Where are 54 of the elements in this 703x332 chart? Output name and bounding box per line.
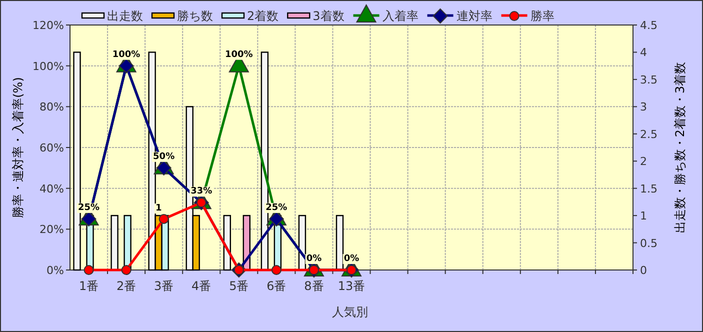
y2-tick-label: 4.5 [640, 19, 658, 32]
data-label: 25% [266, 202, 288, 213]
legend-label: 入着率 [382, 9, 418, 23]
x-tick-label: 13番 [338, 279, 366, 293]
y-tick-label: 40% [40, 182, 64, 196]
legend-label: 勝ち数 [177, 9, 213, 23]
y2-tick-label: 1.5 [640, 182, 658, 196]
point [156, 160, 172, 176]
y2-tick-label: 4 [640, 46, 647, 60]
y-tick-label: 20% [40, 223, 64, 236]
y2-tick-label: 2.5 [640, 128, 658, 141]
data-label: 25% [78, 202, 100, 213]
x-axis-title: 人気別 [332, 305, 368, 319]
data-label: 1 [155, 204, 162, 214]
bar [124, 214, 132, 271]
y2-tick-label: 0 [640, 264, 647, 277]
y2-tick-label: 3.5 [640, 73, 658, 86]
y2-tick-label: 0.5 [640, 236, 658, 250]
y-tick-label: 100% [32, 60, 64, 73]
point [268, 211, 284, 226]
x-tick-label: 8番 [304, 279, 324, 293]
x-tick-label: 3番 [154, 279, 174, 293]
x-tick-label: 4番 [192, 279, 212, 293]
legend-label: 出走数 [107, 9, 143, 23]
legend-label: 勝率 [530, 9, 554, 23]
y-tick-label: 120% [32, 19, 64, 32]
data-label: 50% [153, 152, 175, 162]
y-axis-title: 勝率・連対率・入着率(%) [11, 77, 25, 218]
y2-tick-label: 2 [640, 155, 647, 168]
legend-label: 2着数 [247, 9, 279, 23]
data-label: 33% [190, 186, 212, 197]
y-tick-label: 80% [40, 100, 64, 114]
point [158, 214, 169, 224]
y2-tick-label: 3 [640, 100, 647, 114]
point [84, 265, 94, 275]
point [271, 265, 282, 275]
y2-axis-title: 出走数・勝ち数・2着数・3着数 [673, 62, 687, 234]
x-tick-label: 6番 [266, 279, 286, 293]
bar [110, 214, 118, 271]
x-tick-label: 2番 [116, 279, 136, 293]
y-tick-label: 60% [40, 142, 64, 154]
data-label: 100% [224, 50, 253, 60]
y2-tick-label: 1 [640, 210, 647, 223]
legend-label: 3着数 [312, 9, 344, 23]
x-tick-label: 5番 [229, 279, 249, 293]
legend-label: 連対率 [456, 9, 492, 23]
x-tick-label: 1番 [78, 279, 99, 293]
bar [336, 214, 344, 271]
data-label: 0% [306, 254, 322, 264]
data-label: 100% [112, 50, 140, 60]
point [81, 211, 96, 226]
data-label: 0% [344, 254, 360, 264]
y-tick-label: 0% [46, 264, 64, 277]
point [121, 265, 132, 275]
